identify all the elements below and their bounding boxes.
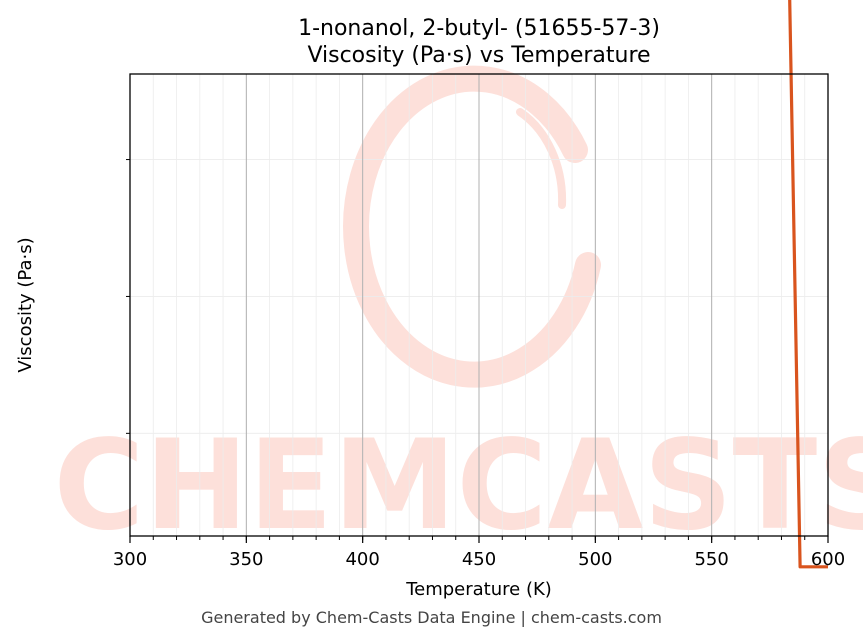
x-tick-label: 600: [811, 549, 845, 570]
axis-ticks: [126, 159, 829, 543]
watermark-text: CHEMCASTS: [53, 414, 863, 558]
x-tick-label: 400: [345, 549, 379, 570]
watermark-logo-icon: [343, 65, 601, 388]
x-tick-label: 550: [694, 549, 728, 570]
x-axis-label: Temperature (K): [405, 579, 552, 600]
x-tick-label: 450: [462, 549, 496, 570]
x-tick-label: 350: [229, 549, 263, 570]
footer-credit: Generated by Chem-Casts Data Engine | ch…: [201, 608, 662, 627]
watermark: CHEMCASTS: [53, 65, 863, 558]
axis-tick-labels: 3003504004505005506000.00020.00040.00060…: [113, 549, 845, 570]
chart-title-line2: Viscosity (Pa·s) vs Temperature: [307, 43, 650, 68]
x-tick-label: 500: [578, 549, 612, 570]
chart-title-line1: 1-nonanol, 2-butyl- (51655-57-3): [298, 16, 660, 41]
y-axis-label: Viscosity (Pa·s): [15, 237, 36, 372]
x-tick-label: 300: [113, 549, 147, 570]
